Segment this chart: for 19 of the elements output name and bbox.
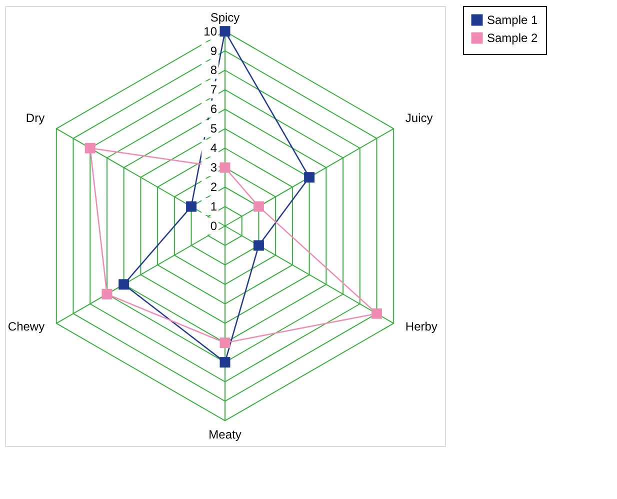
y-tick-label: 2 bbox=[210, 180, 218, 194]
spoke-label: Spicy bbox=[210, 10, 240, 25]
y-tick-label: 3 bbox=[210, 160, 218, 175]
spoke-label: Herby bbox=[405, 319, 438, 334]
legend-label: Sample 2 bbox=[487, 31, 538, 45]
y-tick-label: 7 bbox=[210, 82, 218, 97]
spoke-label: Chewy bbox=[8, 319, 45, 334]
spoke-label: Meaty bbox=[208, 427, 242, 442]
legend-label: Sample 1 bbox=[487, 13, 538, 27]
y-tick-label: 0 bbox=[210, 219, 218, 233]
y-tick-label: 6 bbox=[210, 102, 218, 116]
y-tick-label: 1 bbox=[210, 200, 218, 214]
y-tick-label: 5 bbox=[210, 122, 218, 136]
y-tick-label: 4 bbox=[210, 141, 218, 156]
y-tick-label: 9 bbox=[210, 44, 218, 58]
y-tick-label: 8 bbox=[210, 63, 218, 78]
spoke-label: Juicy bbox=[405, 110, 433, 125]
y-tick-label: 10 bbox=[204, 24, 218, 38]
spoke-label: Dry bbox=[26, 110, 45, 125]
